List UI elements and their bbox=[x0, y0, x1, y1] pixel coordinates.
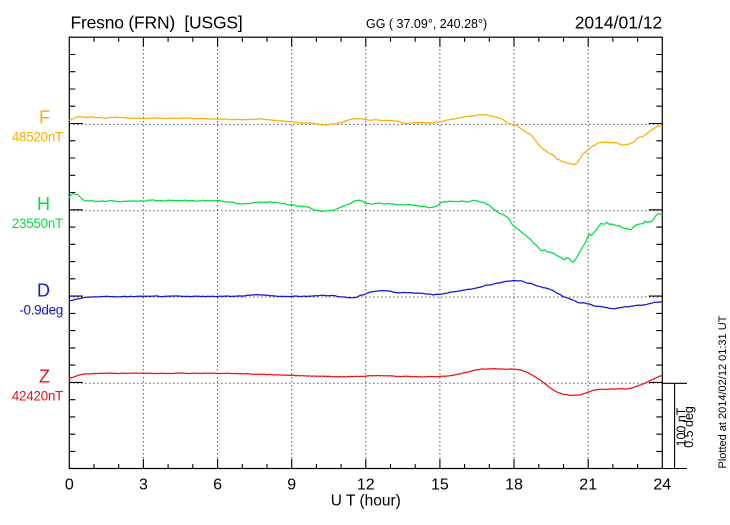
svg-text:0: 0 bbox=[65, 477, 74, 494]
svg-text:0.5 deg: 0.5 deg bbox=[682, 406, 696, 448]
svg-text:D: D bbox=[37, 280, 50, 300]
svg-text:48520nT: 48520nT bbox=[12, 130, 63, 145]
svg-text:F: F bbox=[39, 108, 50, 128]
svg-text:9: 9 bbox=[287, 477, 296, 494]
svg-text:Z: Z bbox=[39, 367, 50, 387]
svg-text:100 nT: 100 nT bbox=[675, 407, 689, 446]
svg-text:-0.9deg: -0.9deg bbox=[19, 302, 63, 317]
svg-text:6: 6 bbox=[213, 477, 222, 494]
svg-text:23550nT: 23550nT bbox=[12, 216, 63, 231]
svg-text:24: 24 bbox=[653, 477, 671, 494]
svg-text:15: 15 bbox=[431, 477, 449, 494]
svg-text:Fresno (FRN) [USGS]: Fresno (FRN) [USGS] bbox=[71, 12, 243, 32]
svg-text:H: H bbox=[37, 194, 50, 214]
svg-text:GG ( 37.09°, 240.28°): GG ( 37.09°, 240.28°) bbox=[366, 17, 487, 31]
svg-text:U T (hour): U T (hour) bbox=[331, 493, 401, 510]
svg-text:Plotted at 2014/02/12 01:31 UT: Plotted at 2014/02/12 01:31 UT bbox=[717, 315, 729, 468]
svg-text:42420nT: 42420nT bbox=[12, 389, 63, 404]
svg-text:3: 3 bbox=[139, 477, 148, 494]
svg-text:18: 18 bbox=[505, 477, 523, 494]
svg-text:21: 21 bbox=[579, 477, 597, 494]
svg-text:2014/01/12: 2014/01/12 bbox=[575, 12, 663, 32]
svg-text:12: 12 bbox=[357, 477, 375, 494]
